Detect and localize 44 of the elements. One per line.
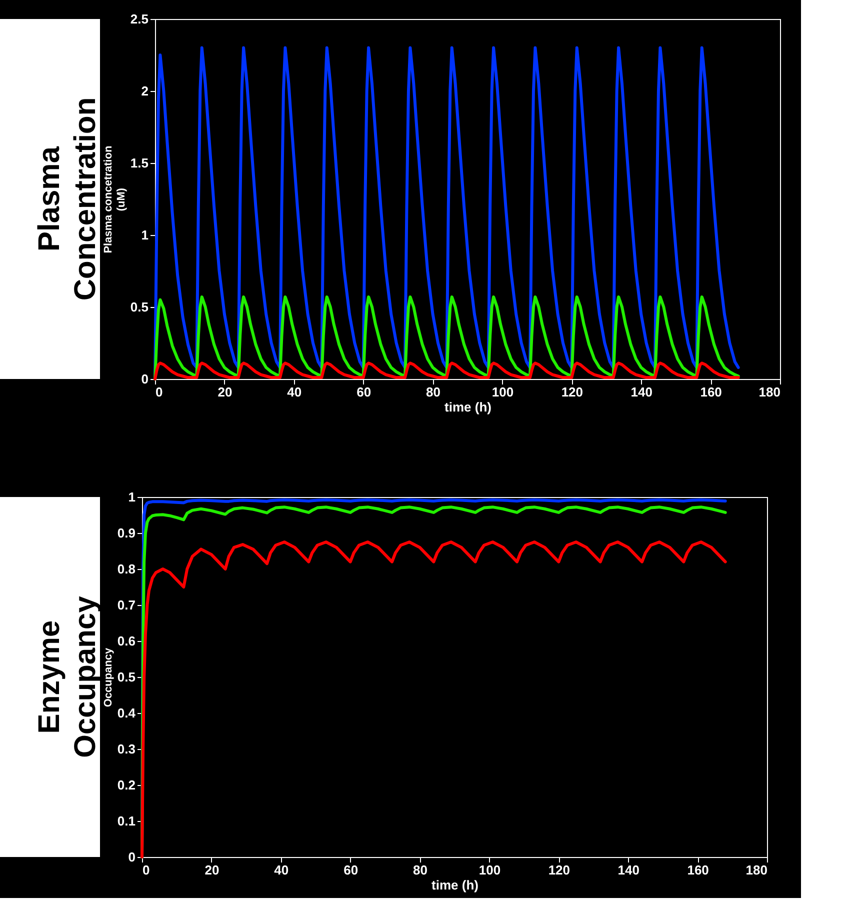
y-tick-label: 0.7: [117, 598, 136, 612]
y-axis-title: Occupancy: [102, 646, 114, 708]
y-tick-label: 0.8: [117, 562, 136, 576]
y-tick-label: 0.2: [117, 778, 136, 792]
x-tick-label: 80: [426, 384, 441, 400]
x-tick-label: 160: [687, 862, 709, 878]
x-tick-label: 40: [274, 862, 289, 878]
x-axis-title: time (h): [432, 878, 478, 892]
y-tick-label: 0.4: [117, 706, 136, 720]
y-tick-label: 0.6: [117, 634, 136, 648]
x-tick-label: 180: [746, 862, 768, 878]
y-tick-label: 1: [128, 490, 136, 504]
y-tick-label: 2.5: [130, 12, 148, 26]
x-tick-label: 0: [156, 384, 163, 400]
x-tick-label: 140: [618, 862, 640, 878]
y-tick-label: 1.5: [130, 156, 148, 170]
x-axis-title: time (h): [444, 400, 492, 414]
line-series: [154, 362, 740, 380]
y-tick-label: 0.3: [117, 742, 136, 756]
x-tick-label: 20: [204, 862, 220, 878]
y-tick-label: 0.9: [117, 526, 136, 540]
x-tick-label: 40: [287, 384, 302, 400]
x-tick-label: 180: [758, 384, 780, 400]
text: Enzyme Occupancy: [33, 596, 102, 758]
x-tick-label: 160: [700, 384, 722, 400]
x-tick-label: 60: [344, 862, 358, 878]
text: Plasma Concentration: [33, 97, 102, 301]
x-tick-label: 140: [630, 384, 652, 400]
x-tick-label: 60: [356, 384, 372, 400]
y-axis-title: Plasma concetration (uM): [102, 145, 128, 254]
x-tick-label: 120: [548, 862, 570, 878]
y-tick-label: 0.1: [117, 814, 136, 828]
x-tick-label: 100: [492, 384, 514, 400]
y-tick-label: 0: [128, 850, 136, 864]
y-tick-label: 0.5: [130, 300, 148, 314]
y-tick-label: 2: [141, 84, 148, 98]
y-tick-label: 0: [141, 372, 148, 386]
x-tick-label: 20: [218, 384, 232, 400]
x-tick-label: 80: [413, 862, 428, 878]
x-tick-label: 120: [561, 384, 584, 400]
x-tick-label: 100: [478, 862, 501, 878]
y-tick-label: 0.5: [117, 670, 136, 684]
line-series: [154, 295, 740, 380]
y-tick-label: 1: [141, 228, 148, 242]
